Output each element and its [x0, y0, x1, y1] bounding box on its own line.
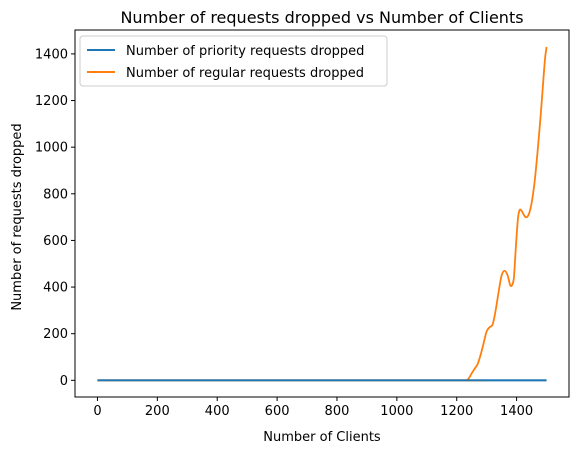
x-tick-label: 200	[145, 404, 170, 419]
legend-label-regular: Number of regular requests dropped	[126, 66, 364, 81]
x-tick-label: 1400	[500, 404, 533, 419]
y-tick-label: 0	[60, 374, 68, 389]
legend: Number of priority requests dropped Numb…	[79, 35, 388, 87]
legend-frame	[79, 35, 388, 87]
y-tick-label: 200	[43, 327, 68, 342]
plot-area	[74, 29, 570, 398]
x-tick-label: 800	[325, 404, 350, 419]
x-tick-label: 0	[93, 404, 101, 419]
plot-frame	[74, 29, 570, 398]
x-tick-label: 1200	[440, 404, 473, 419]
y-axis-label: Number of requests dropped	[10, 123, 25, 310]
x-axis-label: Number of Clients	[263, 430, 381, 445]
y-tick-label: 800	[43, 187, 68, 202]
y-tick-label: 600	[43, 234, 68, 249]
legend-label-priority: Number of priority requests dropped	[126, 44, 364, 59]
y-tick-label: 1400	[35, 47, 68, 62]
x-tick-label: 400	[205, 404, 230, 419]
y-tick-label: 400	[43, 281, 68, 296]
x-axis: 0 200 400 600 800 1000 1200 1400	[93, 397, 533, 419]
y-axis: 0 200 400 600 800 1000 1200 1400	[35, 47, 75, 389]
y-tick-label: 1200	[35, 94, 68, 109]
x-tick-label: 1000	[380, 404, 413, 419]
chart-title: Number of requests dropped vs Number of …	[120, 8, 523, 27]
series-lines	[97, 46, 548, 382]
y-tick-label: 1000	[35, 141, 68, 156]
series-line-regular	[97, 46, 548, 382]
x-tick-label: 600	[265, 404, 290, 419]
